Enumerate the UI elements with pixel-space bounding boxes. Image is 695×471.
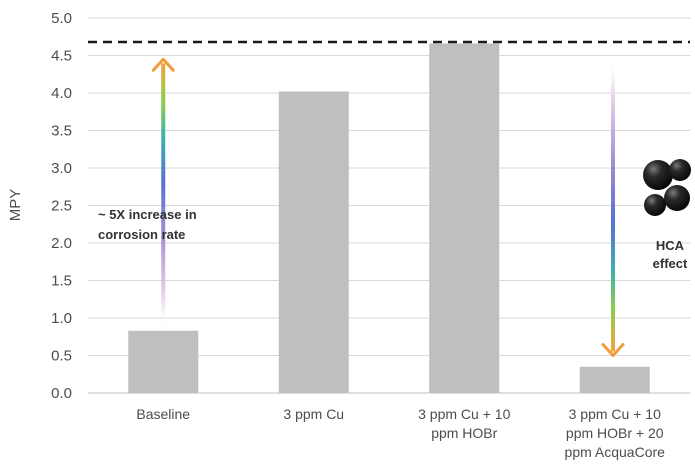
y-tick-label: 1.0	[51, 310, 72, 327]
effect-annotation: HCA effect	[653, 238, 688, 271]
y-tick-label: 1.5	[51, 273, 72, 290]
x-category-label-line: 3 ppm Cu + 10	[418, 406, 510, 422]
sphere	[669, 159, 691, 181]
y-tick-label: 0.5	[51, 348, 72, 365]
x-category-label: 3 ppm Cu + 10 ppm HOBr	[418, 406, 510, 441]
effect-annotation-line: HCA	[656, 238, 685, 253]
increase-arrow-shaft	[161, 63, 166, 330]
y-tick-label: 5.0	[51, 10, 72, 27]
effect-arrow-shaft	[611, 59, 615, 352]
x-category-label-line: ppm AcquaCore	[565, 444, 666, 460]
annotations: ~ 5X increase in corrosion rate HCA effect	[88, 40, 691, 357]
spheres-icon	[643, 159, 691, 216]
x-category-label-line: Baseline	[136, 406, 190, 422]
sphere	[644, 194, 666, 216]
y-axis-title: MPY	[7, 189, 24, 222]
y-tick-label: 2.0	[51, 235, 72, 252]
y-tick-label: 4.5	[51, 48, 72, 65]
y-tick-label: 3.0	[51, 160, 72, 177]
sphere	[664, 185, 690, 211]
x-category-label-line: ppm HOBr	[431, 425, 497, 441]
effect-arrow-head	[601, 343, 625, 357]
increase-arrow-head	[151, 57, 175, 72]
bar	[579, 366, 650, 393]
increase-annotation: ~ 5X increase in corrosion rate	[98, 207, 197, 242]
y-tick-label: 4.0	[51, 85, 72, 102]
bars	[128, 43, 650, 393]
x-category-label-line: 3 ppm Cu	[283, 406, 344, 422]
sphere	[643, 160, 673, 190]
bar	[429, 43, 500, 393]
y-axis-ticks: 0.0 0.5 1.0 1.5 2.0 2.5 3.0 3.5 4.0 4.5 5.0	[51, 10, 72, 402]
x-category-label: 3 ppm Cu	[283, 406, 344, 422]
y-tick-label: 0.0	[51, 385, 72, 402]
x-category-label: 3 ppm Cu + 10 ppm HOBr + 20 ppm AcquaCore	[565, 406, 666, 460]
increase-annotation-line: ~ 5X increase in	[98, 207, 197, 222]
increase-annotation-line: corrosion rate	[98, 227, 185, 242]
bar	[128, 330, 199, 393]
bar	[278, 91, 349, 393]
x-category-label-line: ppm HOBr + 20	[566, 425, 664, 441]
y-tick-label: 3.5	[51, 123, 72, 140]
x-category-label-line: 3 ppm Cu + 10	[569, 406, 661, 422]
effect-annotation-line: effect	[653, 256, 688, 271]
x-category-label: Baseline	[136, 406, 190, 422]
y-tick-label: 2.5	[51, 198, 72, 215]
